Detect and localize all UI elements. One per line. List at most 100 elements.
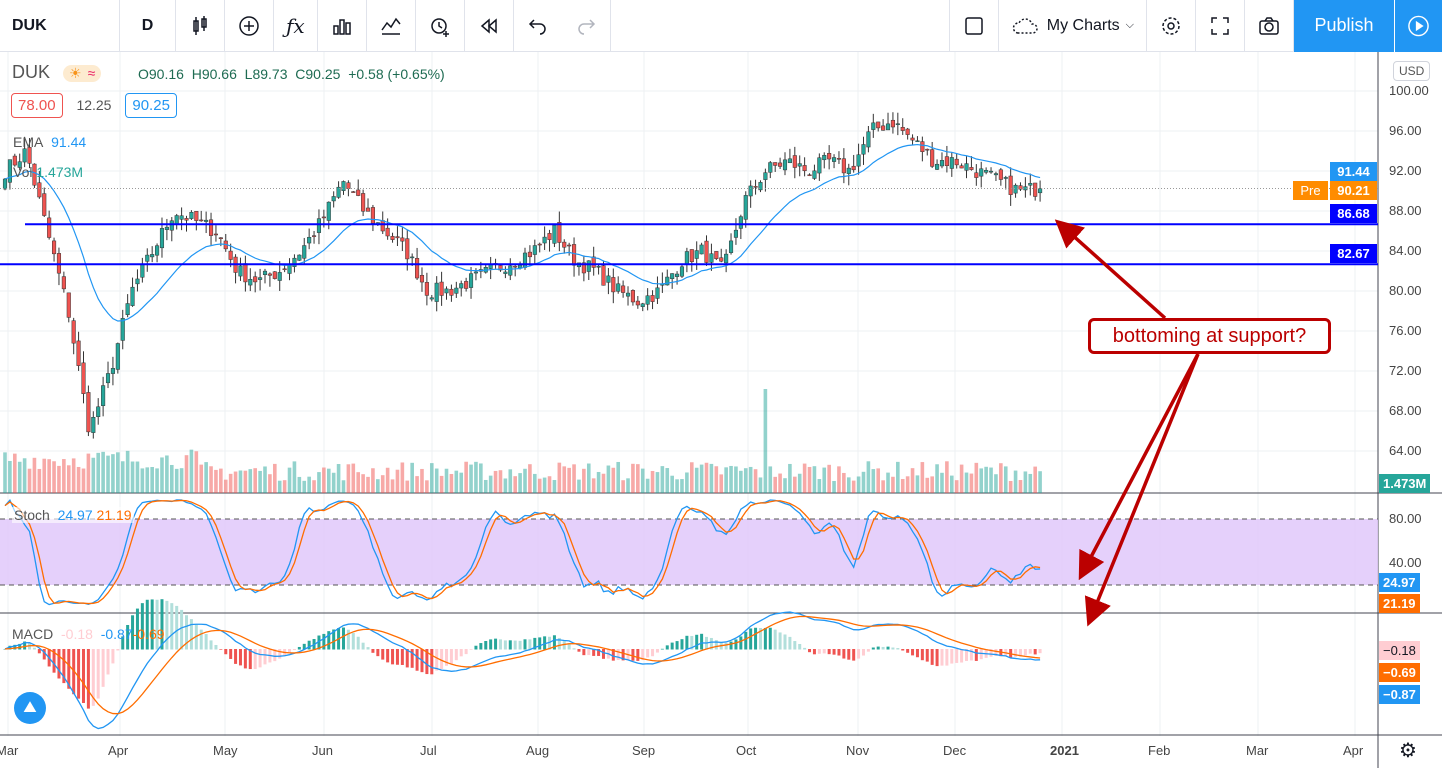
volume-bar — [596, 471, 601, 493]
volume-bar — [219, 468, 223, 493]
volume-bar — [155, 468, 159, 493]
volume-bar — [542, 477, 547, 493]
candle-body — [395, 236, 400, 239]
undo-icon — [528, 18, 546, 35]
templates-button[interactable] — [367, 0, 416, 52]
add-compare-icon — [239, 15, 259, 36]
volume-bar — [307, 476, 311, 493]
macd-histogram-bar — [116, 649, 120, 651]
stoch-tick: 80.00 — [1389, 511, 1422, 526]
time-tick: Dec — [943, 743, 967, 758]
symbol-label: DUK — [12, 62, 51, 82]
stoch-tick: 40.00 — [1389, 555, 1422, 570]
undo-button[interactable] — [514, 0, 562, 52]
volume-bar — [768, 466, 773, 493]
interval-button[interactable]: D — [120, 0, 176, 52]
volume-bar — [572, 464, 576, 493]
currency-button[interactable]: USD — [1393, 61, 1431, 81]
candle-body — [895, 123, 900, 125]
symbol-search[interactable]: DUK — [0, 0, 120, 52]
chart-type-button[interactable] — [176, 0, 225, 52]
stoch-d-value: 21.19 — [96, 507, 132, 523]
layout-button[interactable] — [948, 0, 999, 52]
volume-bar — [17, 461, 22, 493]
logo-icon[interactable]: ⛰ — [14, 692, 46, 724]
redo-button[interactable] — [562, 0, 611, 52]
macd-histogram-bar — [832, 649, 836, 655]
volume-bar — [611, 467, 616, 493]
candle-body — [135, 278, 140, 285]
candle-body — [778, 162, 783, 167]
candle-body — [817, 157, 822, 174]
ask-button[interactable]: 90.25 — [125, 93, 177, 118]
volume-bar — [204, 462, 208, 493]
candle-body — [532, 245, 537, 255]
publish-button[interactable]: Publish — [1294, 0, 1394, 52]
macd-histogram-bar — [67, 649, 71, 689]
macd-histogram-bar — [243, 649, 247, 669]
alert-button[interactable] — [416, 0, 465, 52]
volume-bar — [233, 471, 238, 493]
macd-histogram-bar — [861, 649, 865, 656]
macd-histogram-bar — [739, 636, 743, 650]
play-button[interactable] — [1394, 0, 1442, 52]
volume-bar — [439, 475, 444, 493]
indicators-button[interactable]: ƒx — [274, 0, 318, 52]
macd-histogram-bar — [498, 639, 502, 650]
volume-bar — [905, 476, 910, 493]
volume-bar — [616, 461, 621, 493]
volume-bar — [989, 467, 993, 493]
chart-area[interactable] — [0, 52, 1442, 768]
volume-bar — [258, 470, 262, 493]
bid-button[interactable]: 78.00 — [11, 93, 63, 118]
volume-bar — [312, 480, 316, 493]
macd-histogram-bar — [111, 649, 115, 664]
annotation-callout[interactable]: bottoming at support? — [1088, 318, 1331, 354]
axis-settings-icon[interactable]: ⚙ — [1399, 740, 1417, 762]
macd-hist-value: -0.18 — [61, 626, 93, 642]
price-tick: 100.00 — [1389, 83, 1429, 98]
candle-body — [248, 279, 253, 286]
macd-histogram-bar — [101, 649, 105, 687]
open-value: O90.16 — [138, 66, 184, 82]
volume-bar — [434, 468, 439, 493]
candle-body — [513, 265, 518, 268]
candle-body — [998, 169, 1003, 180]
volume-bar — [601, 473, 606, 493]
candle-body — [807, 174, 812, 177]
macd-histogram-bar — [660, 648, 664, 650]
financials-button[interactable] — [318, 0, 367, 52]
volume-bar — [719, 474, 724, 493]
candle-body — [537, 243, 542, 246]
macd-histogram-bar — [567, 643, 571, 650]
macd-histogram-bar — [356, 636, 360, 650]
snapshot-button[interactable] — [1245, 0, 1294, 52]
gear-icon — [1162, 16, 1180, 35]
fullscreen-button[interactable] — [1196, 0, 1245, 52]
macd-histogram-bar — [675, 641, 679, 650]
price-tick: 84.00 — [1389, 243, 1422, 258]
volume-bar — [277, 480, 282, 493]
candle-body — [331, 196, 336, 202]
settings-button[interactable] — [1147, 0, 1196, 52]
macd-histogram-bar — [135, 608, 139, 650]
macd-histogram-bar — [857, 649, 861, 659]
macd-histogram-bar — [273, 649, 277, 662]
replay-button[interactable] — [465, 0, 514, 52]
candle-body — [1033, 182, 1038, 197]
candle-body — [410, 256, 415, 259]
price-tick: 72.00 — [1389, 363, 1422, 378]
candle-body — [150, 254, 155, 258]
macd-histogram-bar — [597, 649, 601, 656]
macd-histogram-bar — [940, 649, 944, 666]
macd-histogram-bar — [479, 643, 483, 650]
candle-body — [454, 287, 459, 294]
my-charts-button[interactable]: My Charts ⌵ — [999, 0, 1147, 52]
volume-bar — [636, 464, 640, 493]
candle-body — [346, 182, 351, 189]
volume-bar — [935, 464, 939, 493]
volume-bar — [920, 462, 925, 493]
compare-button[interactable] — [225, 0, 274, 52]
volume-bar — [32, 457, 37, 493]
macd-histogram-bar — [391, 649, 395, 665]
